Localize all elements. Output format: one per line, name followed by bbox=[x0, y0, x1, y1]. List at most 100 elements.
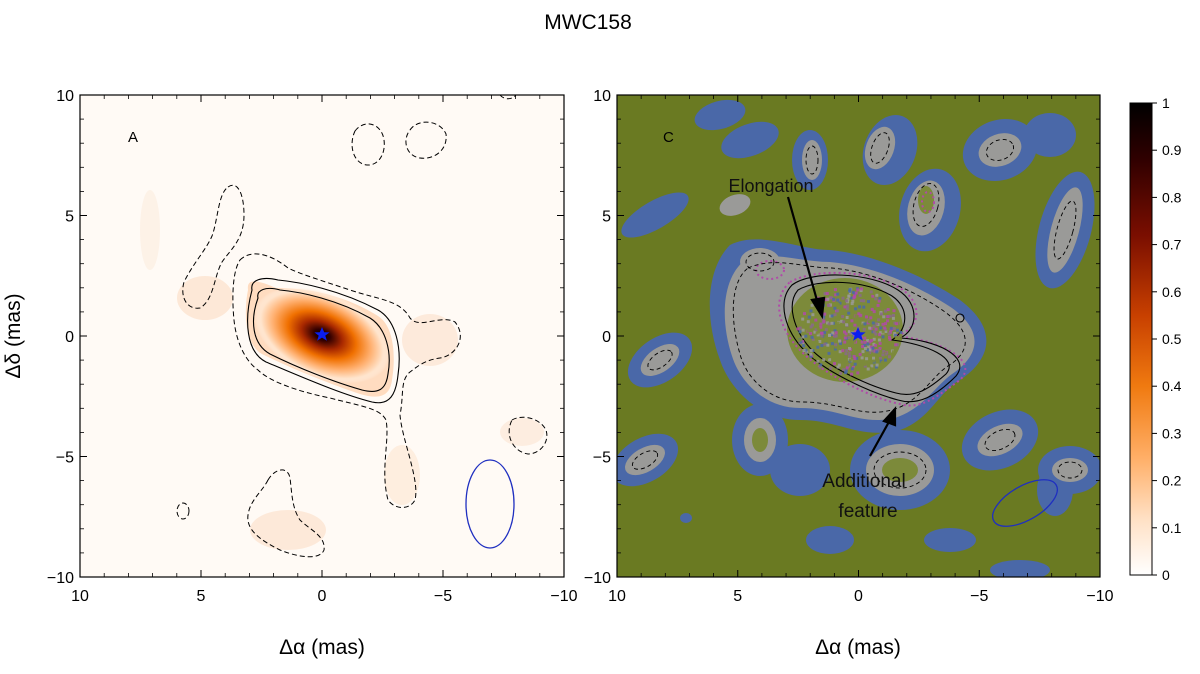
speckle-pixel bbox=[887, 355, 891, 359]
speckle-pixel bbox=[836, 303, 840, 306]
panel-c-xtick-label: −5 bbox=[970, 588, 988, 605]
dashed-contour bbox=[873, 451, 927, 489]
speckle-pixel bbox=[894, 343, 898, 347]
speckle-pixel bbox=[881, 311, 885, 315]
speckle-pixel bbox=[807, 329, 811, 333]
speckle-pixel bbox=[798, 326, 802, 330]
speckle-pixel bbox=[845, 363, 849, 367]
speckle-pixel bbox=[881, 322, 885, 326]
speckle-pixel bbox=[867, 300, 870, 304]
speckle-pixel bbox=[893, 332, 897, 335]
speckle-pixel bbox=[826, 321, 830, 325]
speckle-pixel bbox=[828, 333, 831, 337]
speckle-pixel bbox=[892, 327, 896, 330]
speckle-pixel bbox=[858, 305, 862, 309]
speckle-pixel bbox=[830, 314, 834, 318]
speckle-pixel bbox=[847, 363, 851, 367]
dashed-contour bbox=[647, 349, 673, 371]
speckle-pixel bbox=[888, 337, 892, 341]
residual-grey-region bbox=[740, 248, 780, 276]
speckle-pixel bbox=[868, 340, 872, 344]
speckle-pixel bbox=[862, 343, 866, 347]
speckle-pixel bbox=[814, 318, 818, 322]
residual-blue-region bbox=[806, 526, 854, 554]
residual-speckle bbox=[796, 287, 903, 376]
speckle-pixel bbox=[837, 354, 841, 358]
speckle-pixel bbox=[870, 364, 874, 368]
speckle-pixel bbox=[833, 329, 837, 333]
speckle-pixel bbox=[862, 327, 866, 331]
speckle-pixel bbox=[832, 297, 836, 301]
speckle-pixel bbox=[827, 351, 831, 355]
dashed-contour bbox=[247, 469, 325, 558]
speckle-pixel bbox=[860, 356, 864, 360]
speckle-pixel bbox=[849, 309, 853, 313]
annotation-feature: feature bbox=[838, 501, 897, 522]
speckle-pixel bbox=[848, 288, 852, 292]
speckle-pixel bbox=[871, 321, 875, 325]
speckle-pixel bbox=[844, 371, 848, 375]
speckle-pixel bbox=[854, 315, 858, 318]
panel-c-xtick-label: 5 bbox=[733, 588, 742, 605]
speckle-pixel bbox=[879, 326, 883, 330]
speckle-pixel bbox=[885, 335, 889, 339]
speckle-pixel bbox=[877, 299, 881, 303]
speckle-pixel bbox=[853, 323, 857, 327]
speckle-pixel bbox=[848, 347, 851, 350]
speckle-pixel bbox=[874, 343, 878, 347]
speckle-pixel bbox=[871, 349, 875, 353]
speckle-pixel bbox=[839, 342, 842, 345]
speckle-pixel bbox=[836, 309, 840, 313]
speckle-pixel bbox=[830, 333, 833, 336]
speckle-pixel bbox=[843, 340, 847, 344]
speckle-pixel bbox=[878, 341, 882, 345]
speckle-pixel bbox=[823, 342, 827, 346]
speckle-pixel bbox=[815, 341, 819, 345]
feature-arrow bbox=[869, 419, 891, 457]
speckle-pixel bbox=[848, 358, 852, 362]
annotation-elongation: Elongation bbox=[728, 176, 813, 196]
speckle-pixel bbox=[882, 349, 886, 353]
panel-a-xtick-label: 5 bbox=[197, 588, 206, 605]
speckle-pixel bbox=[847, 336, 851, 340]
speckle-pixel bbox=[878, 333, 882, 337]
speckle-pixel bbox=[818, 365, 822, 369]
speckle-pixel bbox=[836, 292, 840, 296]
speckle-pixel bbox=[883, 309, 887, 313]
speckle-pixel bbox=[806, 320, 810, 324]
star-marker bbox=[850, 327, 866, 341]
faint-blob bbox=[177, 276, 233, 320]
speckle-pixel bbox=[843, 355, 846, 359]
speckle-pixel bbox=[833, 362, 836, 366]
speckle-pixel bbox=[881, 330, 885, 334]
solid-contour bbox=[253, 287, 390, 392]
speckle-pixel bbox=[799, 340, 803, 344]
speckle-pixel bbox=[798, 338, 802, 342]
speckle-pixel bbox=[838, 350, 842, 354]
speckle-pixel bbox=[833, 313, 837, 317]
speckle-pixel bbox=[850, 329, 854, 333]
figure-title: MWC158 bbox=[544, 11, 632, 34]
speckle-pixel bbox=[895, 328, 899, 332]
dashed-contour bbox=[176, 502, 190, 520]
speckle-pixel bbox=[844, 299, 848, 303]
speckle-pixel bbox=[845, 323, 849, 327]
speckle-pixel bbox=[844, 332, 848, 336]
panel-a-xtick-label: 0 bbox=[318, 588, 327, 605]
speckle-pixel bbox=[810, 303, 814, 307]
speckle-pixel bbox=[874, 327, 878, 331]
speckle-pixel bbox=[852, 339, 856, 343]
residual-grey-region bbox=[1047, 187, 1083, 273]
speckle-pixel bbox=[881, 335, 885, 339]
panel-a-ytick-label: −10 bbox=[47, 570, 74, 587]
speckle-pixel bbox=[822, 319, 826, 323]
panel-a-label: A bbox=[128, 129, 138, 146]
speckle-pixel bbox=[831, 331, 835, 335]
annotation-arrows bbox=[786, 196, 897, 457]
speckle-pixel bbox=[820, 344, 824, 347]
speckle-pixel bbox=[888, 330, 892, 334]
speckle-pixel bbox=[857, 312, 861, 316]
speckle-pixel bbox=[845, 292, 849, 296]
speckle-pixel bbox=[883, 358, 887, 362]
faint-blob bbox=[140, 190, 160, 270]
